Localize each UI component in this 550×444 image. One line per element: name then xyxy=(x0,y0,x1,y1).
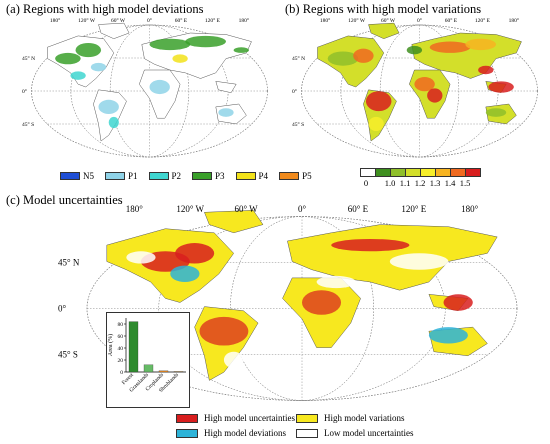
svg-text:60° E: 60° E xyxy=(445,17,458,24)
legend-label-n5: N5 xyxy=(83,171,94,181)
panel-a-title: (a) Regions with high model deviations xyxy=(6,2,204,16)
uncertainty-legend-label: High model uncertainties xyxy=(204,413,295,423)
svg-text:120° W: 120° W xyxy=(348,17,366,24)
variation-map: 180° 120° W 60° W 0° 60° E 120° E 180° 45° N 0° 4… xyxy=(292,17,538,158)
svg-text:120° W: 120° W xyxy=(78,17,96,24)
svg-text:45° N: 45° N xyxy=(22,55,35,62)
deviation-map: 180° 120° W 60° W 0° 60° E 120° E 180° 45° N 0° 4… xyxy=(22,17,268,158)
svg-text:45° S: 45° S xyxy=(22,121,34,128)
legend-label-p1: P1 xyxy=(128,171,138,181)
svg-text:60° W: 60° W xyxy=(381,17,396,24)
legend-label-p2: P2 xyxy=(171,171,182,181)
scale-tick-label: 1.3 xyxy=(429,178,441,188)
y-tick-label: 20 xyxy=(118,358,124,364)
scale-tick-label: 1.1 xyxy=(399,178,411,188)
svg-text:120° E: 120° E xyxy=(475,17,491,24)
y-tick-label: 60 xyxy=(118,334,124,340)
svg-text:180°: 180° xyxy=(509,17,519,24)
uncertainty-legend-item: Low model uncertainties xyxy=(296,428,413,438)
scale-tick-label: 0 xyxy=(363,178,369,188)
svg-text:180°: 180° xyxy=(50,17,60,24)
svg-text:120° W: 120° W xyxy=(176,204,204,214)
uncertainty-legend-item: High model variations xyxy=(296,413,405,423)
scale-tick-label: 1.0 xyxy=(384,178,396,188)
uncertainty-legend-swatch xyxy=(296,428,318,438)
uncertainty-legend-swatch xyxy=(176,428,198,438)
uncertainty-map: 180° 120° W 60° W 0° 60° E 120° E 180° 45° N 0° 4… xyxy=(58,204,518,401)
svg-text:45° N: 45° N xyxy=(58,258,80,268)
svg-text:0°: 0° xyxy=(58,304,67,314)
uncertainty-legend-label: High model deviations xyxy=(204,428,286,438)
uncertainty-legend-swatch xyxy=(296,413,318,423)
legend-label-p5: P5 xyxy=(302,171,312,181)
panel-c-title: (c) Model uncertainties xyxy=(6,193,123,207)
deviation-legend: N5 P1 P2 P3 P4 P5 xyxy=(60,171,323,181)
bar-forest xyxy=(128,321,139,373)
legend-label-p4: P4 xyxy=(258,171,269,181)
y-tick-label: 80 xyxy=(118,322,124,328)
scale-tick-label: 1.2 xyxy=(414,178,426,188)
bar-grasslands xyxy=(143,364,154,373)
scale-swatch xyxy=(405,168,421,177)
svg-text:0°: 0° xyxy=(298,204,307,214)
y-tick-label: 40 xyxy=(118,346,124,352)
svg-text:180°: 180° xyxy=(320,17,330,24)
scale-swatch xyxy=(465,168,481,177)
uncertainty-legend-swatch xyxy=(176,413,198,423)
scale-swatch xyxy=(375,168,391,177)
svg-text:60° W: 60° W xyxy=(235,204,259,214)
svg-text:180°: 180° xyxy=(461,204,479,214)
legend-swatch-p4 xyxy=(235,172,256,180)
uncertainty-legend-item: High model uncertainties xyxy=(176,413,295,423)
panel-b-title: (b) Regions with high model variations xyxy=(285,2,482,16)
svg-text:45° S: 45° S xyxy=(292,121,304,128)
legend-swatch-p1 xyxy=(105,172,125,180)
y-tick-label: 0 xyxy=(120,370,123,376)
scale-swatch xyxy=(360,168,376,177)
legend-swatch-p5 xyxy=(279,172,300,180)
scale-swatch xyxy=(390,168,406,177)
legend-swatch-p2 xyxy=(148,172,169,180)
scale-tick-label: 1.4 xyxy=(444,178,456,188)
scale-swatch xyxy=(435,168,451,177)
scale-swatch xyxy=(450,168,466,177)
svg-text:180°: 180° xyxy=(239,17,249,24)
svg-text:0°: 0° xyxy=(417,17,422,24)
bar-croplands xyxy=(158,370,169,373)
scale-swatch xyxy=(420,168,436,177)
legend-swatch-n5 xyxy=(60,172,80,180)
scale-tick-label: 1.5 xyxy=(459,178,471,188)
y-axis-label: Area (%) xyxy=(107,334,114,356)
svg-text:0°: 0° xyxy=(22,88,27,95)
legend-swatch-p3 xyxy=(192,172,213,180)
svg-text:45° S: 45° S xyxy=(58,350,78,360)
legend-label-p3: P3 xyxy=(215,171,225,181)
svg-text:0°: 0° xyxy=(147,17,152,24)
svg-text:60° W: 60° W xyxy=(111,17,126,24)
svg-text:60° E: 60° E xyxy=(175,17,188,24)
svg-text:60° E: 60° E xyxy=(348,204,369,214)
bar-shrublands xyxy=(173,371,184,373)
uncertainty-legend-label: Low model uncertainties xyxy=(324,428,414,438)
uncertainty-legend-label: High model variations xyxy=(324,413,405,423)
svg-text:45° N: 45° N xyxy=(292,55,305,62)
variation-color-scale: 0 1.0 1.1 1.2 1.3 1.4 1.5 xyxy=(360,168,481,189)
svg-text:0°: 0° xyxy=(292,88,297,95)
svg-text:120° E: 120° E xyxy=(205,17,221,24)
uncertainty-legend-item: High model deviations xyxy=(176,428,286,438)
svg-text:180°: 180° xyxy=(126,204,144,214)
svg-text:120° E: 120° E xyxy=(401,204,426,214)
